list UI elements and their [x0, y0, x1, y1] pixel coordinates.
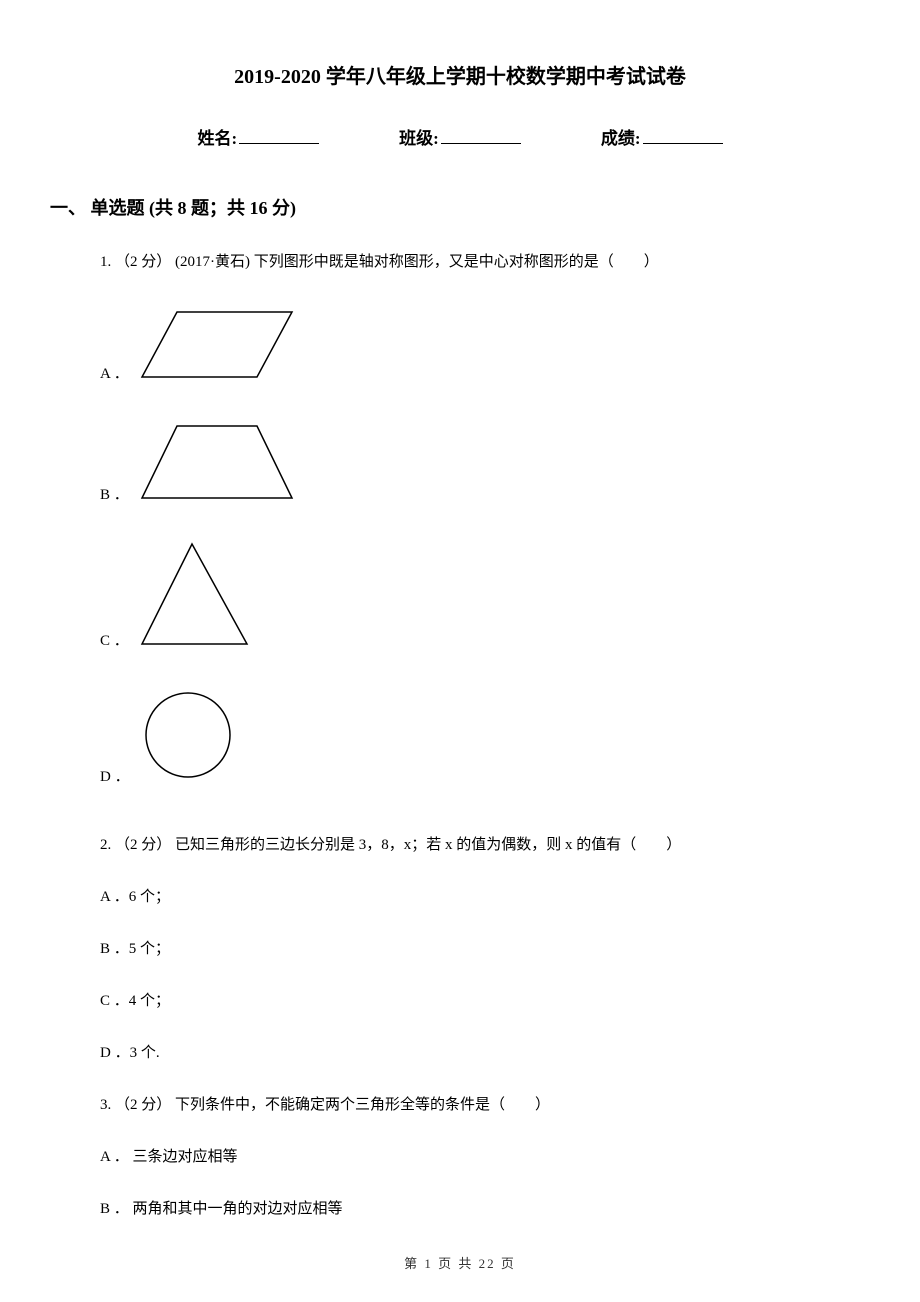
- trapezoid-shape: [137, 418, 297, 511]
- triangle-svg: [137, 539, 267, 649]
- trapezoid-poly: [142, 426, 292, 498]
- name-field: 姓名:: [197, 124, 319, 149]
- score-field: 成绩:: [601, 124, 723, 149]
- parallelogram-svg: [137, 302, 297, 382]
- question-2: 2. （2 分） 已知三角形的三边长分别是 3，8，x；若 x 的值为偶数，则 …: [100, 833, 870, 857]
- triangle-poly: [142, 544, 247, 644]
- q1-option-c: C ．: [100, 539, 870, 657]
- parallelogram-shape: [137, 302, 297, 390]
- class-field: 班级:: [399, 124, 521, 149]
- option-label-c: C ．: [100, 629, 129, 657]
- q1-option-b: B ．: [100, 418, 870, 511]
- option-label-d: D ．: [100, 765, 130, 793]
- option-label-b: B ．: [100, 483, 129, 511]
- q2-option-c: C ．4 个；: [100, 989, 870, 1013]
- q3-option-b: B ． 两角和其中一角的对边对应相等: [100, 1197, 870, 1221]
- circle-svg: [138, 685, 238, 785]
- question-3: 3. （2 分） 下列条件中，不能确定两个三角形全等的条件是（ ）: [100, 1093, 870, 1117]
- class-underline: [441, 143, 521, 144]
- page-footer: 第 1 页 共 22 页: [0, 1253, 920, 1272]
- section-title: 一、 单选题 (共 8 题；共 16 分): [50, 194, 870, 220]
- q2-option-b: B ．5 个；: [100, 937, 870, 961]
- trapezoid-svg: [137, 418, 297, 503]
- page-title: 2019-2020 学年八年级上学期十校数学期中考试试卷: [50, 60, 870, 89]
- class-label: 班级:: [399, 124, 439, 149]
- option-label-a: A ．: [100, 362, 129, 390]
- parallelogram-poly: [142, 312, 292, 377]
- name-underline: [239, 143, 319, 144]
- circle-el: [146, 693, 230, 777]
- question-1: 1. （2 分） (2017·黄石) 下列图形中既是轴对称图形，又是中心对称图形…: [100, 250, 870, 274]
- q1-option-d: D ．: [100, 685, 870, 793]
- score-underline: [643, 143, 723, 144]
- info-row: 姓名: 班级: 成绩:: [50, 124, 870, 149]
- triangle-shape: [137, 539, 267, 657]
- q3-option-a: A ． 三条边对应相等: [100, 1145, 870, 1169]
- q1-option-a: A ．: [100, 302, 870, 390]
- score-label: 成绩:: [601, 124, 641, 149]
- name-label: 姓名:: [197, 124, 237, 149]
- question-block: 1. （2 分） (2017·黄石) 下列图形中既是轴对称图形，又是中心对称图形…: [50, 250, 870, 1221]
- q2-option-a: A ．6 个；: [100, 885, 870, 909]
- q2-option-d: D ．3 个.: [100, 1041, 870, 1065]
- circle-shape: [138, 685, 238, 793]
